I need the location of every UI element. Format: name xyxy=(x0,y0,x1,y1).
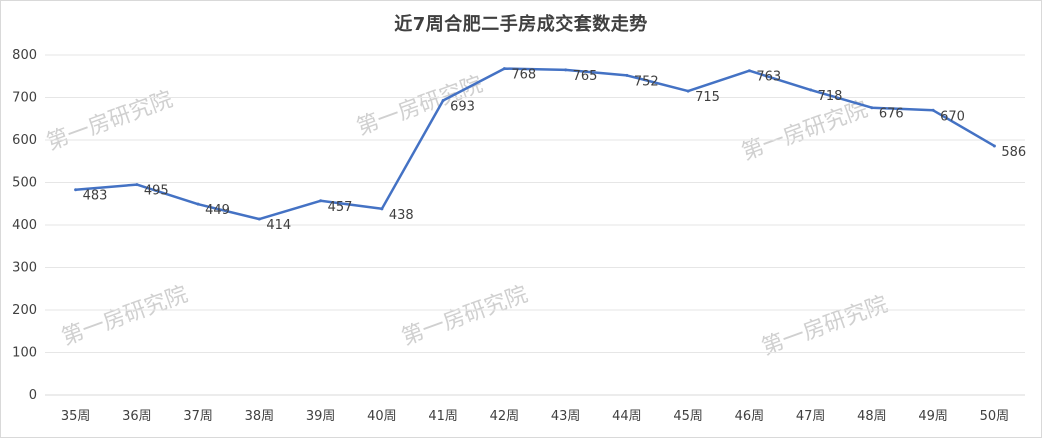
data-point xyxy=(196,202,200,206)
x-axis-ticks: 35周 36周 37周 38周 39周 40周 41周 42周 43周 44周 45周 46周 47周 4… xyxy=(61,409,1009,424)
y-tick-label: 600 xyxy=(12,133,37,148)
x-tick-label: 46周 xyxy=(735,409,765,424)
data-label: 763 xyxy=(756,70,781,85)
data-label: 586 xyxy=(1001,145,1026,160)
data-point xyxy=(992,144,996,148)
data-label: 676 xyxy=(879,107,904,122)
x-tick-label: 41周 xyxy=(428,409,458,424)
data-point xyxy=(257,217,261,221)
data-point xyxy=(74,188,78,192)
x-tick-label: 47周 xyxy=(796,409,826,424)
y-tick-label: 700 xyxy=(12,91,37,106)
x-tick-label: 45周 xyxy=(673,409,703,424)
x-tick-label: 42周 xyxy=(490,409,520,424)
watermark-text: 第一房研究院 xyxy=(759,292,892,361)
y-axis-ticks: 0 100 200 300 400 500 600 700 800 xyxy=(12,48,37,403)
y-tick-label: 800 xyxy=(12,48,37,63)
series-line xyxy=(74,67,996,221)
data-labels: 483 495 449 414 457 438 693 768 765 752 715 763 718 6… xyxy=(83,68,1027,233)
data-label: 457 xyxy=(328,200,353,215)
data-point xyxy=(441,98,445,102)
x-tick-label: 38周 xyxy=(245,409,275,424)
data-point xyxy=(625,73,629,77)
x-tick-label: 40周 xyxy=(367,409,397,424)
x-tick-label: 36周 xyxy=(122,409,152,424)
x-tick-label: 43周 xyxy=(551,409,581,424)
data-label: 414 xyxy=(266,218,291,233)
x-tick-label: 48周 xyxy=(857,409,887,424)
data-point xyxy=(380,207,384,211)
data-point xyxy=(747,69,751,73)
data-label: 765 xyxy=(573,69,598,84)
data-point xyxy=(809,88,813,92)
data-point xyxy=(870,106,874,110)
y-tick-label: 100 xyxy=(12,346,37,361)
x-tick-label: 49周 xyxy=(918,409,948,424)
gridlines xyxy=(45,54,1025,396)
y-tick-label: 0 xyxy=(29,388,37,403)
data-label: 495 xyxy=(144,184,169,199)
data-label: 449 xyxy=(205,203,230,218)
watermark-text: 第一房研究院 xyxy=(739,97,872,166)
chart-title: 近7周合肥二手房成交套数走势 xyxy=(394,14,648,35)
data-point xyxy=(564,68,568,72)
x-tick-label: 37周 xyxy=(183,409,213,424)
data-label: 768 xyxy=(511,68,536,83)
x-tick-label: 39周 xyxy=(306,409,336,424)
y-tick-label: 300 xyxy=(12,261,37,276)
data-label: 715 xyxy=(695,90,720,105)
data-label: 438 xyxy=(389,208,414,223)
data-label: 483 xyxy=(83,189,108,204)
data-point xyxy=(319,199,323,203)
data-label: 670 xyxy=(940,109,965,124)
series-group xyxy=(74,67,996,221)
watermark-text: 第一房研究院 xyxy=(399,282,532,351)
x-tick-label: 44周 xyxy=(612,409,642,424)
y-tick-label: 200 xyxy=(12,303,37,318)
x-tick-label: 50周 xyxy=(980,409,1010,424)
data-point xyxy=(686,89,690,93)
data-point xyxy=(135,183,139,187)
data-label: 718 xyxy=(818,89,843,104)
x-tick-label: 35周 xyxy=(61,409,91,424)
data-label: 752 xyxy=(634,74,659,89)
data-point xyxy=(502,67,506,71)
data-label: 693 xyxy=(450,99,475,114)
y-tick-label: 400 xyxy=(12,218,37,233)
y-tick-label: 500 xyxy=(12,176,37,191)
watermark-text: 第一房研究院 xyxy=(59,282,192,351)
data-point xyxy=(931,108,935,112)
